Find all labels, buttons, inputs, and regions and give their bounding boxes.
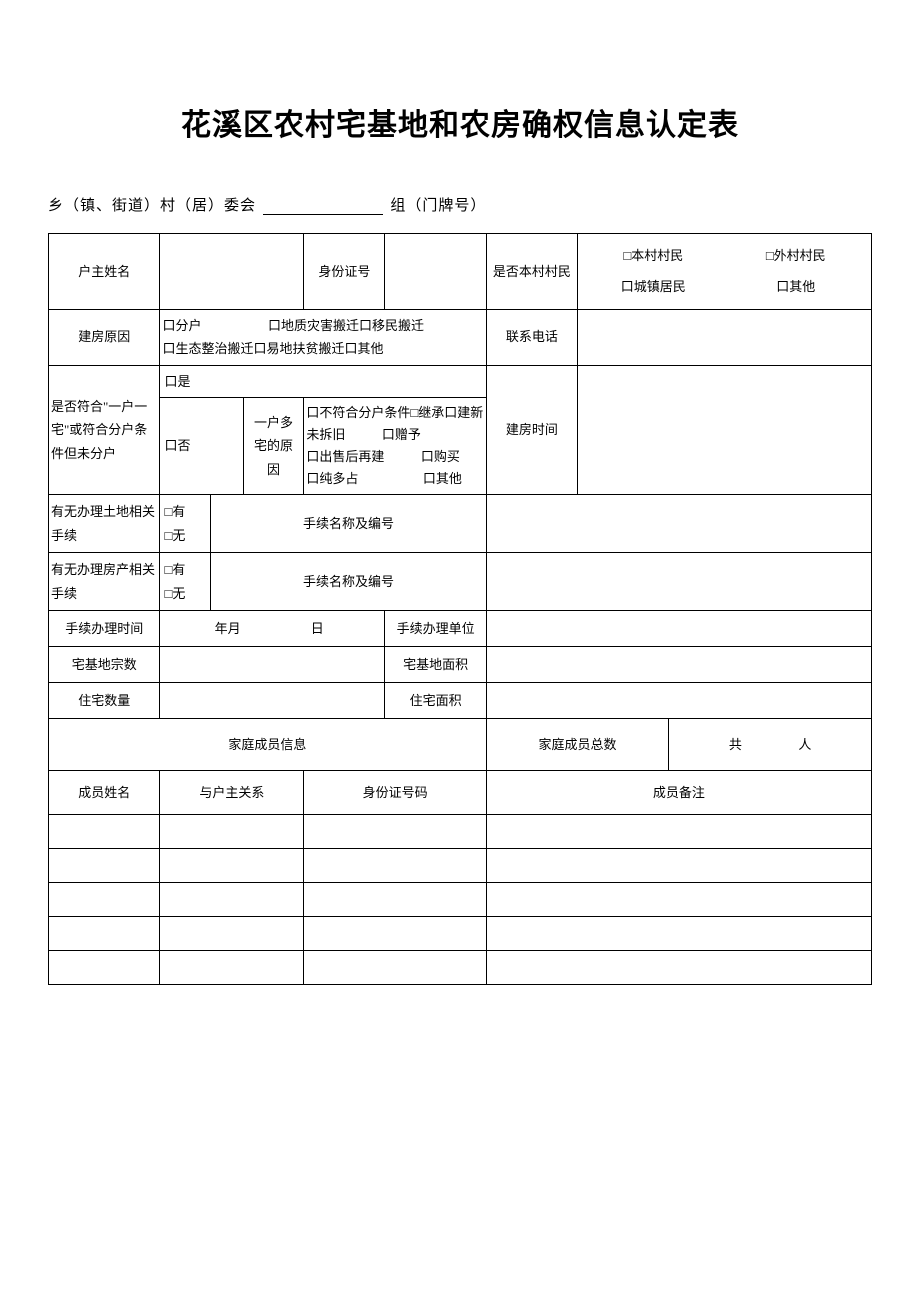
label-land-procedure: 有无办理土地相关手续 [49,495,160,553]
label-family-info: 家庭成员信息 [49,719,487,771]
label-procedure-name-2: 手续名称及编号 [211,553,487,611]
relation-cell[interactable] [160,849,304,883]
opt-no[interactable]: 口否 [160,397,243,494]
field-procedure-time[interactable]: 年月 日 [160,611,385,647]
opt-yes[interactable]: 口是 [160,365,486,397]
multi-opt2[interactable]: 口赠予 [382,427,421,442]
field-build-reason[interactable]: 口分户 口地质灾害搬迁口移民搬迁 口生态整治搬迁口易地扶贫搬迁口其他 [160,309,486,365]
relation-cell[interactable] [160,951,304,985]
opt-local-villager[interactable]: □本村村民 [582,240,724,271]
header-member-id: 身份证号码 [304,771,486,815]
member-id-cell[interactable] [304,917,486,951]
label-householder-name: 户主姓名 [49,234,160,310]
member-id-cell[interactable] [304,883,486,917]
form-table: 户主姓名 身份证号 是否本村村民 □本村村民 □外村村民 口城镇居民 口其他 建… [48,233,872,985]
field-householder-name[interactable] [160,234,304,310]
table-row [49,849,872,883]
label-build-time: 建房时间 [486,365,577,495]
opt-other-villager[interactable]: □外村村民 [725,240,867,271]
member-name-cell[interactable] [49,951,160,985]
label-homestead-area: 宅基地面积 [385,647,486,683]
relation-cell[interactable] [160,815,304,849]
table-row [49,917,872,951]
opt-town-resident[interactable]: 口城镇居民 [582,271,724,302]
form-subtitle: 乡（镇、街道）村（居）委会 组（门牌号） [48,194,872,215]
member-note-cell[interactable] [486,815,871,849]
label-procedure-time: 手续办理时间 [49,611,160,647]
label-house-area: 住宅面积 [385,683,486,719]
header-member-name: 成员姓名 [49,771,160,815]
land-none[interactable]: □无 [164,528,185,543]
reason-opt2[interactable]: 口地质灾害搬迁口移民搬迁 [268,318,424,333]
label-contact-phone: 联系电话 [486,309,577,365]
field-procedure-name-2[interactable] [486,553,871,611]
land-has[interactable]: □有 [164,504,185,519]
year-month-label: 年月 [184,617,270,640]
field-homestead-area[interactable] [486,647,871,683]
field-procedure-name-1[interactable] [486,495,871,553]
label-multi-reason: 一户多宅的原因 [243,397,304,494]
field-id-number[interactable] [385,234,486,310]
label-id-number: 身份证号 [304,234,385,310]
blank-committee [263,214,383,215]
label-homestead-count: 宅基地宗数 [49,647,160,683]
field-multi-reason[interactable]: 口不符合分户条件□继承口建新未拆旧 口赠予 口出售后再建 口购买 口纯多占 口其… [304,397,486,494]
member-id-cell[interactable] [304,951,486,985]
member-id-cell[interactable] [304,815,486,849]
label-is-local: 是否本村村民 [486,234,577,310]
field-build-time[interactable] [578,365,872,495]
reason-opt3[interactable]: 口生态整治搬迁口易地扶贫搬迁口其他 [162,341,383,356]
field-property-has[interactable]: □有 □无 [160,553,211,611]
field-house-area[interactable] [486,683,871,719]
relation-cell[interactable] [160,917,304,951]
member-note-cell[interactable] [486,883,871,917]
label-family-total: 家庭成员总数 [486,719,668,771]
field-family-total[interactable]: 共 人 [669,719,872,771]
member-note-cell[interactable] [486,849,871,883]
member-name-cell[interactable] [49,917,160,951]
multi-opt5[interactable]: 口纯多占 [306,471,358,486]
day-label: 日 [274,617,360,640]
field-procedure-unit[interactable] [486,611,871,647]
member-name-cell[interactable] [49,815,160,849]
subtitle-prefix: 乡（镇、街道）村（居）委会 [48,197,256,214]
multi-opt4[interactable]: 口购买 [421,449,460,464]
multi-opt6[interactable]: 口其他 [423,471,462,486]
relation-cell[interactable] [160,883,304,917]
opt-other-type[interactable]: 口其他 [725,271,867,302]
member-name-cell[interactable] [49,849,160,883]
total-prefix: 共 [729,737,742,752]
table-row [49,815,872,849]
field-villager-type[interactable]: □本村村民 □外村村民 口城镇居民 口其他 [578,234,872,310]
label-one-household: 是否符合"一户一宅"或符合分户条件但未分户 [49,365,160,495]
property-none[interactable]: □无 [164,586,185,601]
field-house-count[interactable] [160,683,385,719]
table-row [49,883,872,917]
field-land-has[interactable]: □有 □无 [160,495,211,553]
label-procedure-name-1: 手续名称及编号 [211,495,487,553]
label-property-procedure: 有无办理房产相关手续 [49,553,160,611]
page-title: 花溪区农村宅基地和农房确权信息认定表 [48,100,872,144]
member-name-cell[interactable] [49,883,160,917]
total-suffix: 人 [798,737,811,752]
reason-opt1[interactable]: 口分户 [162,318,201,333]
member-note-cell[interactable] [486,917,871,951]
label-procedure-unit: 手续办理单位 [385,611,486,647]
field-contact-phone[interactable] [578,309,872,365]
property-has[interactable]: □有 [164,562,185,577]
header-member-note: 成员备注 [486,771,871,815]
multi-opt3[interactable]: 口出售后再建 [306,449,384,464]
member-note-cell[interactable] [486,951,871,985]
table-row [49,951,872,985]
subtitle-suffix: 组（门牌号） [390,197,486,214]
label-house-count: 住宅数量 [49,683,160,719]
label-build-reason: 建房原因 [49,309,160,365]
field-homestead-count[interactable] [160,647,385,683]
member-id-cell[interactable] [304,849,486,883]
header-relation: 与户主关系 [160,771,304,815]
